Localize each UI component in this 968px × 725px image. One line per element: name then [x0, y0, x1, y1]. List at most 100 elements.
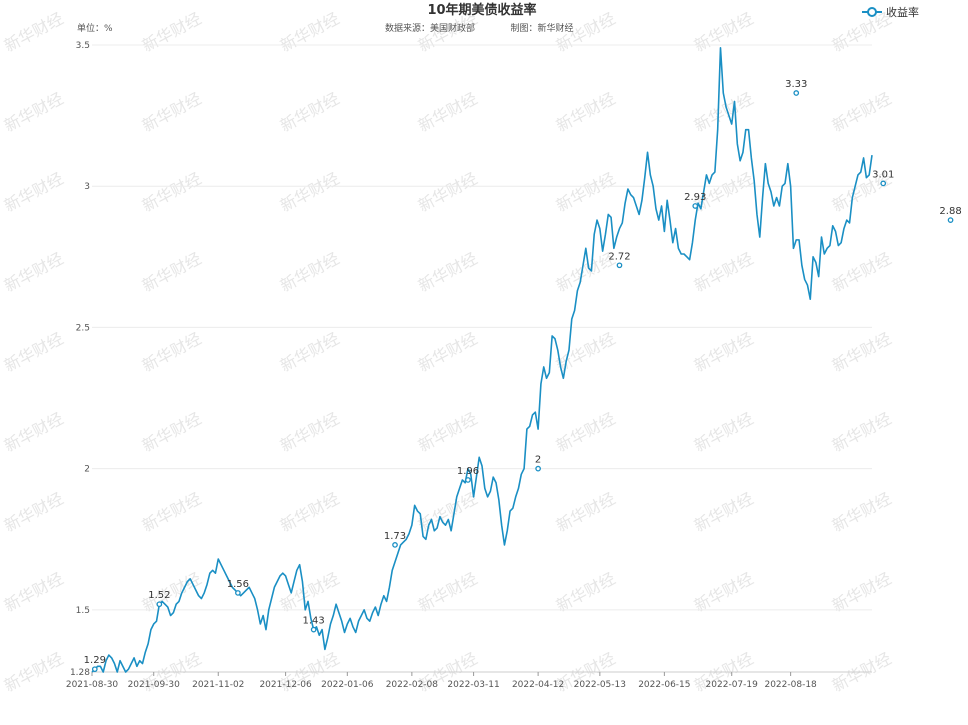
data-point-marker-2 [235, 590, 241, 596]
data-label-11: 2.88 [939, 206, 961, 217]
chart-title: 10年期美债收益率 [427, 2, 536, 18]
watermark-17: 新华财经 [415, 169, 480, 216]
watermark-21: 新华财经 [1, 249, 66, 296]
watermark-18: 新华财经 [553, 169, 618, 216]
watermark-22: 新华财经 [139, 249, 204, 296]
watermark-26: 新华财经 [691, 249, 756, 296]
watermark-32: 新华财经 [553, 329, 618, 376]
watermark-9: 新华财经 [277, 89, 342, 136]
watermark-5: 新华财经 [691, 9, 756, 56]
watermark-30: 新华财经 [277, 329, 342, 376]
data-label-10: 3.01 [872, 169, 894, 180]
data-point-marker-7 [616, 262, 623, 269]
x-tick-label-3: 2021-12-06 [259, 680, 312, 690]
watermark-29: 新华财经 [139, 329, 204, 376]
data-point-marker-10 [880, 180, 887, 187]
watermark-14: 新华财经 [1, 169, 66, 216]
chart-maker-text: 制图：新华财经 [510, 22, 573, 34]
watermark-48: 新华财经 [829, 489, 894, 536]
data-point-marker-5 [465, 477, 471, 483]
data-point-marker-0 [91, 666, 98, 673]
watermark-49: 新华财经 [1, 569, 66, 616]
watermark-34: 新华财经 [829, 329, 894, 376]
y-axis-ticks: 1.5 2 2.5 3 3.5 1.28 [70, 41, 90, 678]
watermark-0: 新华财经 [1, 9, 66, 56]
watermark-54: 新华财经 [691, 569, 756, 616]
watermark-53: 新华财经 [553, 569, 618, 616]
watermark-10: 新华财经 [415, 89, 480, 136]
watermark-2: 新华财经 [277, 9, 342, 56]
watermark-44: 新华财经 [277, 489, 342, 536]
watermark-55: 新华财经 [829, 569, 894, 616]
watermark-6: 新华财经 [829, 9, 894, 56]
watermark-46: 新华财经 [553, 489, 618, 536]
watermark-16: 新华财经 [277, 169, 342, 216]
y-tick-label-4: 3.5 [76, 41, 90, 51]
data-label-9: 3.33 [785, 79, 807, 90]
data-label-layer: 1.29 1.52 1.56 1.43 1.73 1.96 2 2.72 2.93 3.33 3.0… [84, 79, 962, 673]
data-label-3: 1.43 [303, 616, 325, 627]
watermark-24: 新华财经 [415, 249, 480, 296]
data-point-marker-4 [392, 542, 398, 548]
x-tick-label-2: 2021-11-02 [192, 680, 244, 690]
x-tick-label-10: 2022-07-19 [706, 680, 759, 690]
data-point-marker-11 [947, 217, 954, 223]
data-point-marker-9 [793, 90, 800, 96]
legend-swatch-marker [867, 7, 877, 17]
watermark-45: 新华财经 [415, 489, 480, 536]
x-tick-label-9: 2022-06-15 [638, 680, 690, 690]
watermark-7: 新华财经 [1, 89, 66, 136]
data-point-marker-8 [692, 203, 699, 209]
x-tick-label-4: 2022-01-06 [321, 680, 374, 690]
x-tick-label-6: 2022-03-11 [447, 680, 499, 690]
watermark-43: 新华财经 [139, 489, 204, 536]
x-axis-ticks: 2021-08-30 2021-09-30 2021-11-02 2021-12-06… [66, 672, 817, 690]
watermark-42: 新华财经 [1, 489, 66, 536]
watermark-31: 新华财经 [415, 329, 480, 376]
y-tick-label-3: 3 [84, 182, 90, 192]
y-min-label: 1.28 [70, 668, 90, 678]
data-label-5: 1.96 [457, 466, 479, 477]
watermark-15: 新华财经 [139, 169, 204, 216]
grid-lines [92, 44, 872, 611]
watermark-36: 新华财经 [139, 409, 204, 456]
data-label-6: 2 [535, 455, 541, 466]
x-tick-label-1: 2021-09-30 [128, 680, 181, 690]
x-tick-label-11: 2022-08-18 [764, 680, 817, 690]
watermark-47: 新华财经 [691, 489, 756, 536]
watermark-37: 新华财经 [277, 409, 342, 456]
watermark-33: 新华财经 [691, 329, 756, 376]
watermark-1: 新华财经 [139, 9, 204, 56]
data-point-marker-6 [535, 465, 541, 472]
legend[interactable]: 收益率 [862, 5, 919, 19]
x-tick-label-0: 2021-08-30 [66, 680, 119, 690]
data-point-marker-3 [310, 626, 317, 633]
data-label-4: 1.73 [384, 531, 406, 542]
watermark-40: 新华财经 [691, 409, 756, 456]
series-line-yield [91, 47, 873, 673]
data-label-8: 2.93 [684, 192, 706, 203]
watermark-11: 新华财经 [553, 89, 618, 136]
y-tick-label-1: 2 [84, 465, 90, 475]
watermark-13: 新华财经 [829, 89, 894, 136]
watermark-8: 新华财经 [139, 89, 204, 136]
data-source-text: 数据来源：美国财政部 [385, 22, 475, 34]
x-tick-label-7: 2022-04-12 [512, 680, 564, 690]
watermark-23: 新华财经 [277, 249, 342, 296]
legend-label: 收益率 [886, 5, 919, 19]
watermark-41: 新华财经 [829, 409, 894, 456]
x-tick-label-5: 2022-02-08 [386, 680, 439, 690]
y-tick-label-0: 1.5 [76, 606, 90, 616]
data-point-marker-1 [156, 601, 163, 608]
data-label-1: 1.52 [148, 590, 170, 601]
x-tick-label-8: 2022-05-13 [574, 680, 626, 690]
watermark-56: 新华财经 [1, 649, 66, 696]
watermark-39: 新华财经 [553, 409, 618, 456]
watermark-38: 新华财经 [415, 409, 480, 456]
y-axis-unit-label: 单位：% [77, 22, 113, 34]
watermark-52: 新华财经 [415, 569, 480, 616]
watermark-28: 新华财经 [1, 329, 66, 376]
watermark-27: 新华财经 [829, 249, 894, 296]
